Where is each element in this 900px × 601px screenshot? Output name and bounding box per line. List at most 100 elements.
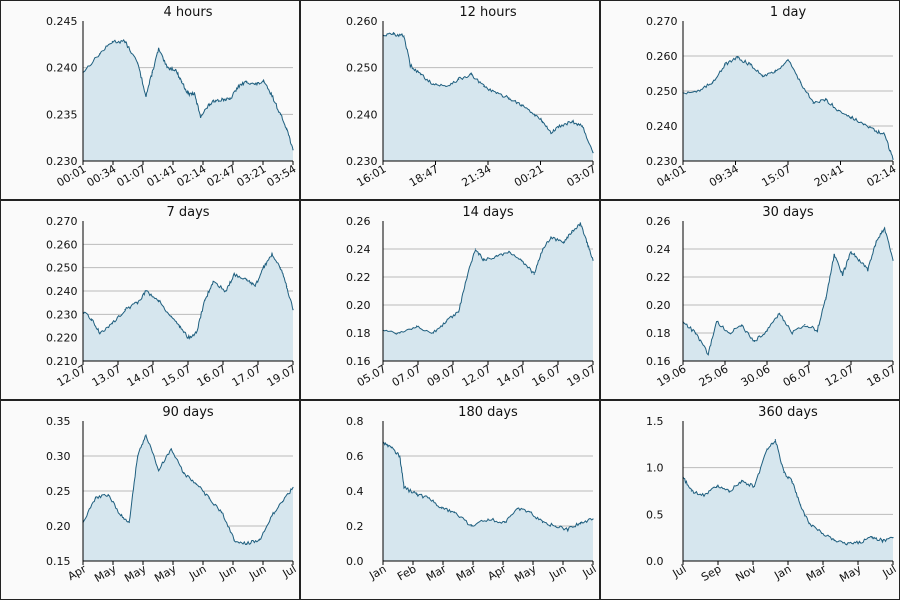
data-point	[711, 81, 713, 83]
data-point	[286, 285, 288, 287]
data-point	[787, 58, 789, 61]
data-point	[212, 281, 214, 283]
x-tick-label: Jan	[771, 562, 793, 582]
y-tick-label: 0.245	[46, 15, 78, 28]
y-tick-label: 0.260	[646, 50, 678, 63]
y-tick-label: 0.15	[46, 555, 71, 568]
data-point	[246, 542, 248, 545]
x-tick-label: Mar	[424, 562, 449, 584]
chart-title: 360 days	[758, 405, 818, 420]
data-point	[179, 325, 181, 327]
x-tick-label: 00:34	[85, 162, 119, 189]
chart-title: 14 days	[462, 205, 514, 220]
data-point	[892, 259, 894, 261]
x-tick-label: 06.07	[781, 362, 815, 389]
series-area	[683, 228, 893, 361]
x-tick-label: Nov	[733, 562, 759, 584]
x-tick-label: Jul	[580, 562, 599, 580]
data-point	[279, 267, 281, 269]
data-point	[292, 486, 294, 489]
data-point	[762, 74, 764, 76]
data-point	[174, 68, 176, 71]
data-point	[441, 507, 443, 510]
data-point	[403, 486, 405, 489]
x-tick-label: 09:34	[707, 162, 741, 189]
x-tick-label: 03:54	[265, 162, 299, 189]
y-tick-label: 0.25	[46, 485, 71, 498]
data-point	[246, 81, 248, 83]
chart-title: 90 days	[162, 405, 214, 420]
y-tick-label: 1.0	[646, 462, 664, 475]
data-point	[195, 332, 197, 334]
y-tick-label: 0.16	[346, 355, 371, 368]
data-point	[741, 325, 743, 327]
data-point	[458, 78, 460, 80]
data-point	[137, 62, 139, 64]
data-point	[783, 471, 785, 473]
x-tick-label: Jul	[280, 562, 299, 580]
data-point	[542, 248, 544, 250]
data-point	[158, 48, 160, 50]
x-tick-label: 09.07	[425, 362, 459, 389]
data-point	[753, 340, 755, 342]
y-tick-label: 0.35	[46, 415, 71, 428]
data-point	[892, 537, 894, 539]
data-point	[533, 113, 535, 115]
data-point	[833, 254, 835, 256]
data-point	[128, 521, 130, 524]
y-tick-label: 0.2	[346, 520, 364, 533]
data-point	[390, 446, 392, 448]
data-point	[90, 318, 92, 320]
y-tick-label: 0.5	[646, 508, 664, 521]
y-tick-label: 0.20	[646, 299, 671, 312]
series-area	[383, 32, 593, 162]
chart-panel-8: 180 days 0.0 0.2 0.4 0.6 0.8 Jan Feb Mar Mar Apr Ma…	[300, 400, 600, 600]
y-tick-label: 0.240	[646, 120, 678, 133]
x-tick-label: 19.07	[565, 362, 599, 389]
series-area	[383, 222, 593, 361]
x-tick-label: Mar	[804, 562, 829, 584]
data-point	[846, 543, 848, 545]
chart-title: 30 days	[762, 205, 814, 220]
x-tick-label: Jun	[186, 562, 208, 582]
x-tick-label: May	[837, 562, 864, 585]
data-point	[571, 120, 573, 122]
data-point	[204, 299, 206, 301]
data-point	[716, 321, 718, 323]
data-point	[779, 312, 781, 314]
data-point	[214, 99, 216, 101]
data-point	[581, 125, 584, 127]
chart-panel-2: 12 hours 0.230 0.240 0.250 0.260 16:01 18:47 21…	[300, 0, 600, 200]
y-tick-label: 0.220	[46, 332, 78, 345]
data-point	[542, 120, 544, 122]
data-point	[774, 71, 776, 73]
data-point	[483, 259, 485, 261]
y-tick-label: 0.26	[346, 215, 371, 228]
series-area	[383, 442, 593, 561]
chart-title: 7 days	[166, 205, 209, 220]
x-tick-label: 16.07	[195, 362, 229, 389]
x-tick-label: 02:14	[865, 162, 899, 189]
data-point	[690, 490, 692, 492]
data-point	[529, 511, 531, 513]
data-point	[550, 132, 552, 134]
data-point	[592, 259, 594, 261]
data-point	[151, 71, 153, 73]
data-point	[225, 290, 227, 292]
chart-title: 1 day	[770, 5, 807, 20]
x-tick-label: Feb	[395, 562, 418, 583]
data-point	[200, 115, 202, 117]
data-point	[749, 64, 751, 66]
data-point	[409, 64, 411, 66]
data-point	[586, 241, 588, 243]
y-tick-label: 0.230	[646, 155, 678, 168]
data-point	[858, 541, 860, 543]
y-tick-label: 0.0	[646, 555, 664, 568]
x-tick-label: Mar	[454, 562, 479, 584]
data-point	[95, 497, 97, 499]
data-point	[223, 98, 225, 100]
y-tick-label: 0.4	[346, 485, 364, 498]
data-point	[187, 337, 189, 339]
